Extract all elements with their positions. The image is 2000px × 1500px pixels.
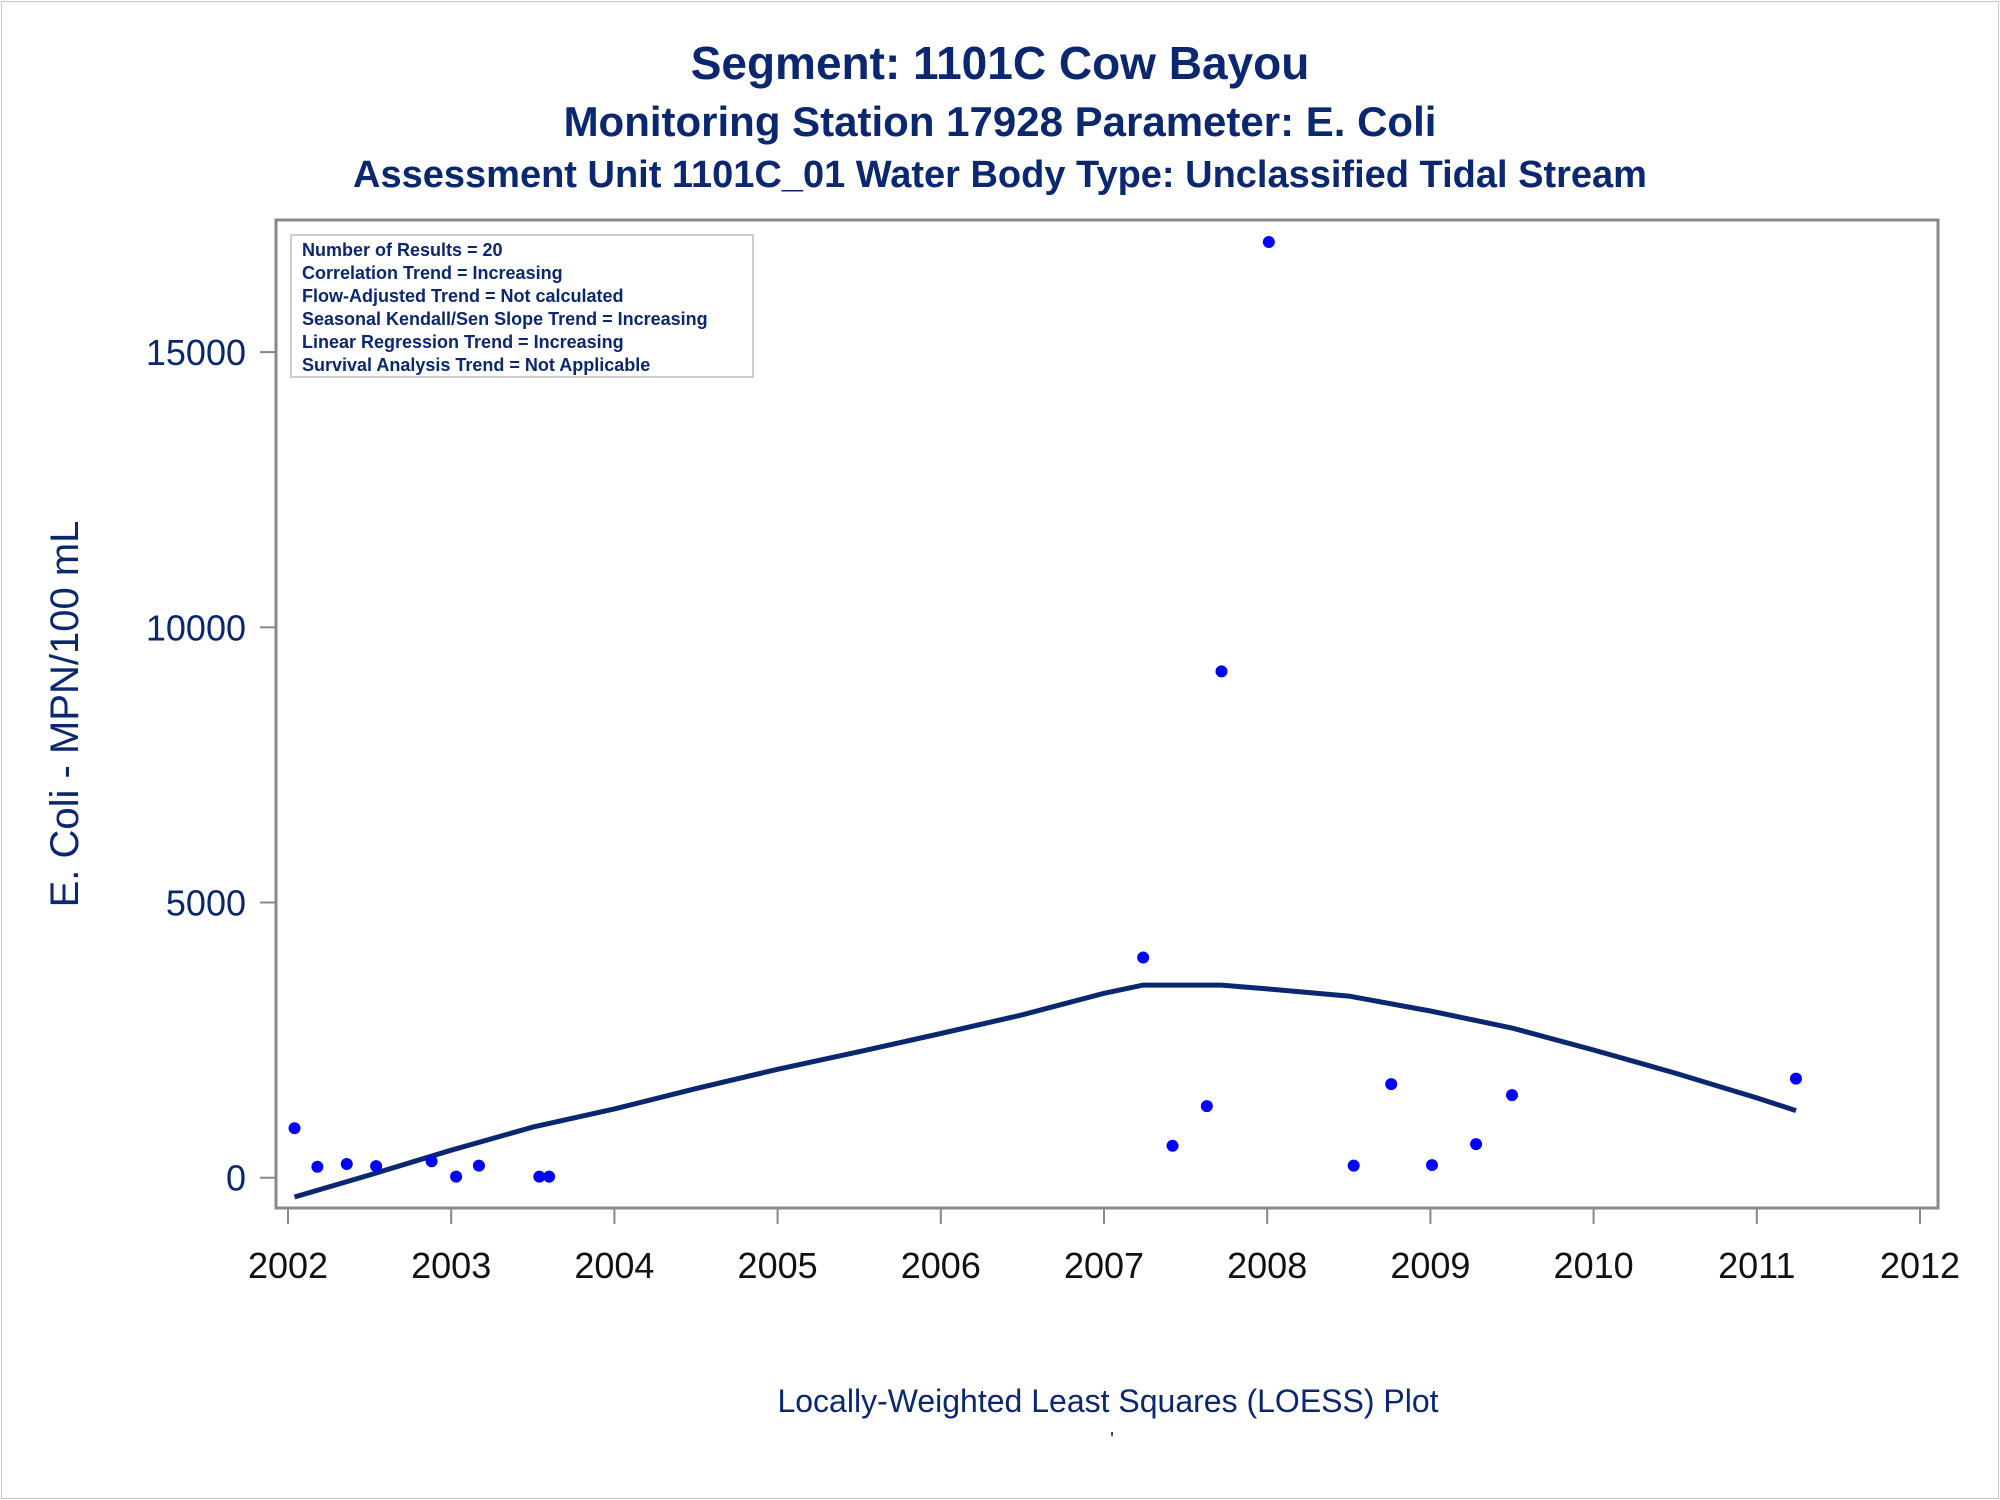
trend-summary-box: Number of Results = 20 Correlation Trend … bbox=[290, 234, 754, 378]
data-point bbox=[1137, 951, 1150, 964]
data-point bbox=[1470, 1138, 1483, 1151]
x-tick-label: 2006 bbox=[901, 1245, 981, 1286]
trend-summary-border bbox=[290, 234, 754, 378]
x-tick-label: 2004 bbox=[574, 1245, 654, 1286]
data-point bbox=[533, 1170, 546, 1183]
y-axis-label: E. Coli - MPN/100 mL bbox=[43, 521, 87, 908]
y-tick-label: 0 bbox=[226, 1158, 246, 1199]
data-point bbox=[1385, 1078, 1398, 1091]
data-point bbox=[288, 1122, 301, 1135]
trend-summary-line: Survival Analysis Trend = Not Applicable bbox=[302, 355, 650, 375]
y-tick-label: 15000 bbox=[146, 332, 246, 373]
y-tick-label: 5000 bbox=[166, 883, 246, 924]
trend-summary-lines: Number of Results = 20 Correlation Trend … bbox=[302, 240, 708, 375]
x-tick-label: 2012 bbox=[1880, 1245, 1960, 1286]
x-tick-label: 2008 bbox=[1227, 1245, 1307, 1286]
data-point bbox=[311, 1160, 324, 1173]
trend-summary-line: Linear Regression Trend = Increasing bbox=[302, 332, 624, 352]
footer-mark: ' bbox=[1110, 1429, 1114, 1451]
x-tick-label: 2009 bbox=[1390, 1245, 1470, 1286]
x-tick-label: 2011 bbox=[1718, 1245, 1795, 1286]
data-point bbox=[1215, 665, 1228, 678]
trend-summary-line: Correlation Trend = Increasing bbox=[302, 263, 563, 283]
y-axis-ticks: 0 5000 10000 15000 bbox=[146, 332, 276, 1199]
data-point bbox=[1166, 1139, 1179, 1152]
chart-title: Segment: 1101C Cow Bayou bbox=[690, 37, 1310, 89]
data-point bbox=[340, 1157, 353, 1170]
trend-summary-line: Flow-Adjusted Trend = Not calculated bbox=[302, 286, 624, 306]
data-point bbox=[450, 1170, 463, 1183]
loess-curve bbox=[293, 982, 1797, 1200]
data-point bbox=[425, 1155, 438, 1168]
data-point bbox=[543, 1170, 556, 1183]
data-point bbox=[1347, 1159, 1360, 1172]
x-axis-ticks: 2002 2003 2004 2005 2006 2007 2008 2009 2010 2011… bbox=[248, 1208, 1960, 1286]
data-points bbox=[288, 236, 1802, 1183]
data-point bbox=[370, 1160, 383, 1173]
data-point bbox=[1506, 1089, 1518, 1102]
data-point bbox=[1262, 236, 1275, 249]
x-tick-label: 2002 bbox=[248, 1245, 328, 1286]
plot-area bbox=[274, 218, 1940, 1210]
trend-summary-line: Seasonal Kendall/Sen Slope Trend = Incre… bbox=[302, 309, 708, 329]
data-point bbox=[1426, 1159, 1439, 1172]
x-tick-label: 2010 bbox=[1554, 1245, 1634, 1286]
x-tick-label: 2005 bbox=[738, 1245, 818, 1286]
chart-subtitle-assessment: Assessment Unit 1101C_01 Water Body Type… bbox=[353, 154, 1647, 196]
data-point bbox=[1789, 1072, 1802, 1085]
data-point bbox=[472, 1159, 485, 1172]
plot-type-caption: Locally-Weighted Least Squares (LOESS) P… bbox=[777, 1383, 1438, 1419]
x-tick-label: 2003 bbox=[411, 1245, 491, 1286]
y-tick-label: 10000 bbox=[146, 607, 246, 648]
chart-subtitle-station: Monitoring Station 17928 Parameter: E. C… bbox=[563, 98, 1437, 145]
x-tick-label: 2007 bbox=[1064, 1245, 1144, 1286]
trend-summary-line: Number of Results = 20 bbox=[302, 240, 503, 260]
data-point bbox=[1200, 1100, 1213, 1113]
